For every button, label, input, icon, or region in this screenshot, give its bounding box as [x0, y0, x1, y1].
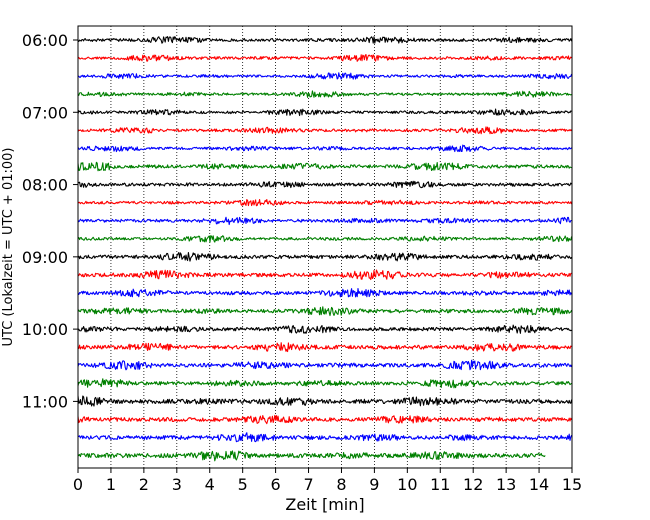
x-tick-label: 13: [496, 475, 516, 494]
trace-line-1145: [77, 450, 546, 462]
y-tick-label: 09:00: [22, 248, 68, 267]
trace-line-1115: [77, 414, 573, 425]
trace-line-0845: [77, 235, 573, 243]
x-axis-ticks: 0 1 2 3 4 5 6 7 8 9 10 11 12 13 14 15: [73, 468, 582, 494]
y-tick-label: 10:00: [22, 320, 68, 339]
x-tick-label: 0: [73, 475, 83, 494]
x-tick-label: 4: [205, 475, 215, 494]
x-tick-label: 8: [336, 475, 346, 494]
x-tick-label: 11: [430, 475, 450, 494]
x-tick-label: 12: [463, 475, 483, 494]
trace-line-0945: [77, 306, 573, 317]
trace-line-0930: [77, 288, 573, 298]
trace-line-1015: [77, 342, 572, 353]
trace-line-1000: [77, 324, 572, 334]
trace-line-0915: [77, 269, 572, 281]
trace-line-1100: [77, 395, 573, 407]
y-tick-label: 11:00: [22, 392, 68, 411]
y-axis-ticks: 06:00 07:00 08:00 09:00 10:00 11:00: [22, 31, 78, 411]
trace-series: [77, 36, 573, 462]
x-tick-label: 9: [369, 475, 379, 494]
x-tick-label: 7: [303, 475, 313, 494]
x-tick-label: 5: [238, 475, 248, 494]
trace-line-0645: [77, 90, 572, 98]
y-tick-label: 06:00: [22, 31, 68, 50]
x-tick-label: 1: [106, 475, 116, 494]
x-tick-label: 15: [562, 475, 582, 494]
trace-line-1030: [77, 359, 573, 371]
x-tick-label: 14: [529, 475, 549, 494]
trace-line-0715: [77, 126, 573, 135]
x-axis-label: Zeit [min]: [285, 495, 364, 514]
x-tick-label: 6: [271, 475, 281, 494]
y-tick-label: 07:00: [22, 103, 68, 122]
trace-line-0815: [77, 198, 573, 207]
trace-line-0630: [77, 72, 573, 80]
trace-line-0830: [77, 216, 572, 226]
trace-line-0615: [77, 54, 572, 62]
x-tick-label: 2: [139, 475, 149, 494]
x-tick-label: 3: [172, 475, 182, 494]
trace-line-0700: [77, 108, 572, 117]
y-tick-label: 08:00: [22, 176, 68, 195]
trace-line-1045: [77, 378, 572, 389]
y-axis-label: UTC (Lokalzeit = UTC + 01:00): [1, 148, 16, 347]
trace-line-0600: [77, 36, 573, 44]
trace-line-0800: [77, 180, 573, 189]
plot-frame: [77, 25, 573, 469]
trace-line-0745: [77, 161, 572, 172]
trace-line-0730: [77, 144, 572, 153]
x-tick-label: 10: [397, 475, 417, 494]
trace-line-1130: [77, 432, 573, 443]
trace-line-0900: [77, 251, 573, 262]
